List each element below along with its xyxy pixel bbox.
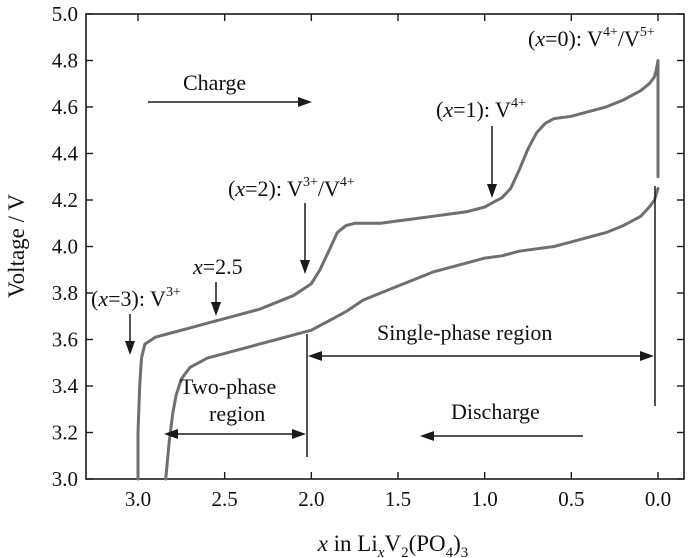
x-tick-label: 3.0 xyxy=(125,487,151,511)
y-tick-label: 3.2 xyxy=(52,421,78,445)
annotation-x3: (x=3): V3+ xyxy=(91,285,181,311)
plot-frame xyxy=(85,13,685,480)
single-phase-arrowhead-right xyxy=(640,351,654,361)
pointer-x2-head xyxy=(300,260,310,274)
discharge-curve xyxy=(164,186,660,481)
y-tick-label: 3.0 xyxy=(52,467,78,491)
x-axis-label: x in LixV2(PO4)3 xyxy=(317,531,469,558)
pointer-x2-5-head xyxy=(211,302,221,316)
two-phase-label-line2: region xyxy=(209,401,265,426)
x-tick-label: 2.5 xyxy=(212,487,238,511)
annotation-x2: (x=2): V3+/V4+ xyxy=(228,175,355,201)
y-tick-label: 4.0 xyxy=(52,235,78,259)
annotation-x1: (x=1): V4+ xyxy=(436,96,526,122)
pointer-x1-head xyxy=(487,184,497,198)
annotation-x0: (x=0): V4+/V5+ xyxy=(528,25,655,51)
x-tick-label: 2.0 xyxy=(298,487,324,511)
single-phase-arrowhead-left xyxy=(308,351,322,361)
x-tick-label: 1.5 xyxy=(385,487,411,511)
x-tick-label: 0.0 xyxy=(645,487,671,511)
y-axis-label: Voltage / V xyxy=(4,194,29,298)
pointer-x3-head xyxy=(125,341,135,355)
y-tick-label: 4.2 xyxy=(52,188,78,212)
x-tick-label: 1.0 xyxy=(472,487,498,511)
two-phase-label-line1: Two-phase xyxy=(180,374,276,399)
y-tick-label: 4.8 xyxy=(52,49,78,73)
y-tick-label: 3.6 xyxy=(52,328,78,352)
y-tick-label: 4.6 xyxy=(52,95,78,119)
single-phase-label: Single-phase region xyxy=(377,320,552,345)
y-tick-label: 5.0 xyxy=(52,2,78,26)
two-phase-arrowhead-left xyxy=(164,429,178,439)
y-axis: 3.0 3.2 3.4 3.6 3.8 4.0 4.2 4.4 4.6 4.8 5.0 xyxy=(52,2,684,491)
charge-label: Charge xyxy=(183,70,246,95)
y-tick-label: 4.4 xyxy=(52,142,79,166)
y-tick-label: 3.8 xyxy=(52,281,78,305)
charge-curve xyxy=(136,59,660,481)
x-tick-label: 0.5 xyxy=(558,487,584,511)
discharge-arrowhead xyxy=(420,431,434,441)
annotation-x2-5: x=2.5 xyxy=(192,254,243,279)
two-phase-arrowhead-right xyxy=(292,429,306,439)
discharge-label: Discharge xyxy=(451,399,540,424)
y-tick-label: 3.4 xyxy=(52,374,79,398)
charge-arrowhead xyxy=(298,97,312,107)
